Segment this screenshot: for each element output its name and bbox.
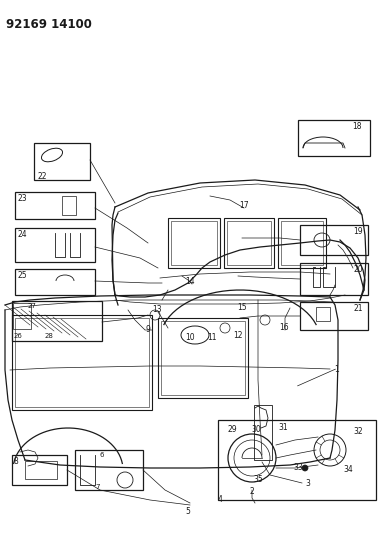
Bar (300, 225, 368, 255)
Text: 27: 27 (28, 303, 37, 309)
Text: 6: 6 (100, 452, 104, 458)
Text: 18: 18 (352, 122, 362, 131)
Text: 26: 26 (14, 333, 23, 339)
Text: 32: 32 (353, 427, 363, 437)
Text: 20: 20 (353, 265, 363, 274)
Text: 1: 1 (334, 366, 340, 375)
Bar (316, 307, 330, 321)
Text: 21: 21 (353, 304, 362, 313)
Text: 19: 19 (353, 227, 363, 236)
Bar (75, 450, 143, 490)
Bar (12, 315, 152, 410)
Text: 12: 12 (233, 332, 243, 341)
Circle shape (302, 465, 308, 471)
Text: 14: 14 (185, 278, 195, 287)
Bar (161, 321, 245, 395)
Text: 29: 29 (227, 425, 237, 434)
Bar (15, 228, 95, 262)
Bar (168, 218, 220, 268)
Text: 25: 25 (17, 271, 27, 280)
Bar (278, 218, 326, 268)
Text: 9: 9 (146, 325, 151, 334)
Bar (25, 461, 57, 479)
Bar (171, 221, 217, 265)
Text: 28: 28 (45, 333, 54, 339)
Bar (224, 218, 274, 268)
Text: 5: 5 (185, 507, 191, 516)
Bar (34, 143, 90, 180)
Text: 13: 13 (152, 305, 162, 314)
Text: 23: 23 (17, 194, 27, 203)
Text: 33: 33 (293, 464, 303, 472)
Bar (218, 420, 376, 500)
Bar (298, 120, 370, 156)
Bar (158, 318, 248, 398)
Text: 34: 34 (343, 465, 353, 474)
Bar (12, 455, 67, 485)
Bar (254, 405, 272, 460)
Text: 31: 31 (278, 423, 288, 432)
Text: 15: 15 (237, 303, 247, 312)
Text: 10: 10 (185, 334, 195, 343)
Bar (281, 221, 323, 265)
Text: 24: 24 (17, 230, 27, 239)
Bar (300, 263, 368, 295)
Text: 35: 35 (253, 475, 263, 484)
Bar (227, 221, 271, 265)
Text: 92169 14100: 92169 14100 (6, 18, 92, 31)
Text: 22: 22 (37, 172, 47, 181)
Text: 16: 16 (279, 324, 289, 333)
Text: 11: 11 (207, 333, 217, 342)
Bar (15, 192, 95, 219)
Text: 4: 4 (218, 496, 222, 505)
Text: 30: 30 (251, 425, 261, 434)
Bar (12, 301, 102, 341)
Bar (15, 318, 149, 407)
Bar (15, 269, 95, 295)
Text: 17: 17 (239, 200, 249, 209)
Bar (62, 196, 76, 215)
Text: 2: 2 (249, 488, 255, 497)
Text: 7: 7 (95, 484, 99, 490)
Bar (13, 303, 31, 329)
Text: 3: 3 (306, 479, 310, 488)
Text: 8: 8 (14, 457, 19, 466)
Bar (300, 302, 368, 330)
